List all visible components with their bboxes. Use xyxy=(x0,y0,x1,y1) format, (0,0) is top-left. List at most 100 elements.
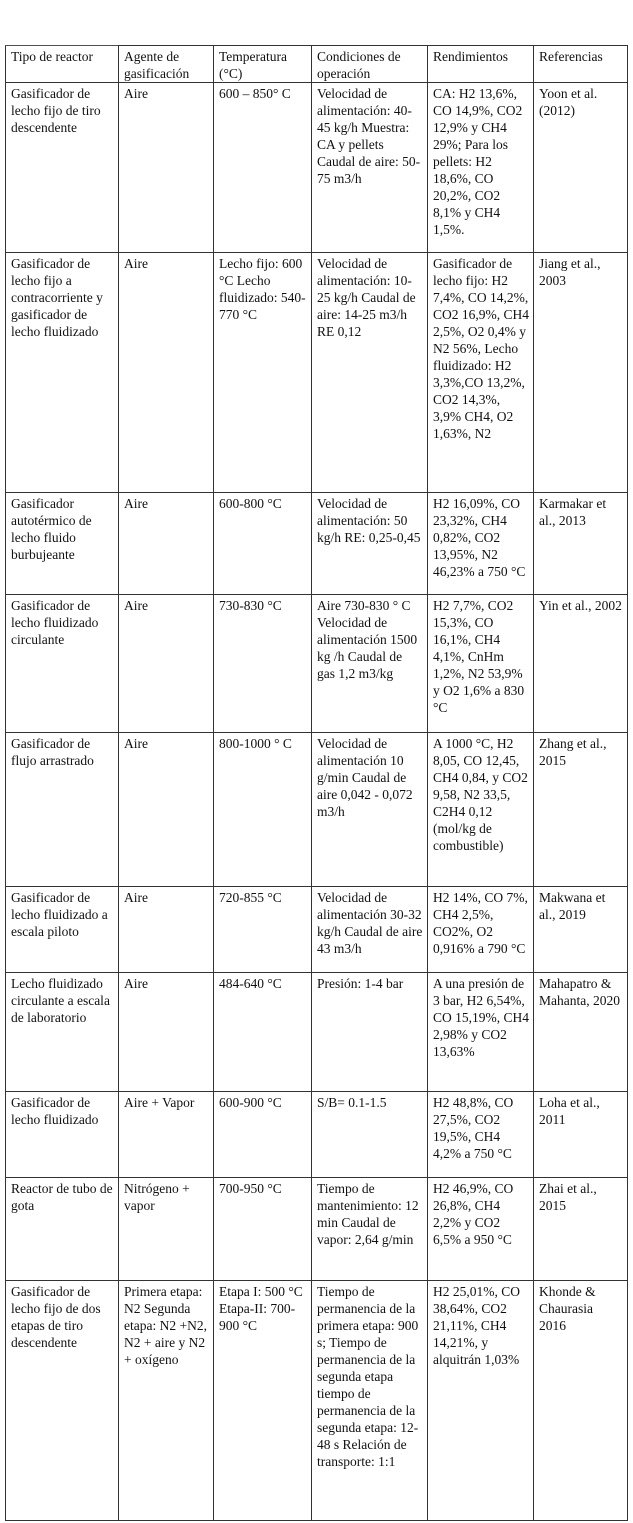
table-row: Lecho fluidizado circulante a escala de … xyxy=(5,972,628,1092)
cell-text: Zhang et al., 2015 xyxy=(539,736,607,768)
cell-text: Gasificador de flujo arrastrado xyxy=(11,736,94,768)
cell-text: 720-855 °C xyxy=(219,890,282,905)
cell-text: Aire + Vapor xyxy=(124,1095,195,1110)
table-cell: Lecho fijo: 600 °C Lecho fluidizado: 540… xyxy=(213,252,312,493)
table-cell: Aire xyxy=(118,252,214,493)
cell-text: A una presión de 3 bar, H2 6,54%, CO 15,… xyxy=(433,976,530,1059)
cell-text: Aire xyxy=(124,86,148,101)
cell-text: Khonde & Chaurasia 2016 xyxy=(539,1284,596,1333)
cell-text: 800-1000 ° C xyxy=(219,736,292,751)
table-row: Gasificador de lecho fijo de tiro descen… xyxy=(5,82,628,253)
cell-text: Gasificador de lecho fijo de tiro descen… xyxy=(11,86,101,135)
table-cell: H2 16,09%, CO 23,32%, CH4 0,82%, CO2 13,… xyxy=(427,492,534,595)
table-row: Gasificador de lecho fijo de dos etapas … xyxy=(5,1280,628,1521)
cell-text: H2 14%, CO 7%, CH4 2,5%, CO2%, O2 0,916%… xyxy=(433,890,528,956)
cell-text: H2 7,7%, CO2 15,3%, CO 16,1%, CH4 4,1%, … xyxy=(433,598,525,715)
table-cell: Aire xyxy=(118,82,214,253)
header-cell: Temperatura (°C) xyxy=(213,45,312,83)
table-cell: S/B= 0.1-1.5 xyxy=(311,1091,428,1178)
cell-text: Velocidad de alimentación: 40-45 kg/h Mu… xyxy=(317,86,421,186)
cell-text: Jiang et al., 2003 xyxy=(539,256,601,288)
cell-text: Yoon et al. (2012) xyxy=(539,86,598,118)
table-cell: Makwana et al., 2019 xyxy=(533,886,628,973)
table-cell: 800-1000 ° C xyxy=(213,732,312,887)
table-cell: Jiang et al., 2003 xyxy=(533,252,628,493)
cell-text: 600-800 °C xyxy=(219,496,282,511)
header-row: Tipo de reactor Agente de gasificación Tem… xyxy=(5,45,628,83)
table-cell: 484-640 °C xyxy=(213,972,312,1092)
cell-text: H2 16,09%, CO 23,32%, CH4 0,82%, CO2 13,… xyxy=(433,496,526,579)
cell-text: H2 46,9%, CO 26,8%, CH4 2,2% y CO2 6,5% … xyxy=(433,1181,514,1247)
table-cell: Reactor de tubo de gota xyxy=(5,1177,119,1281)
table-cell: Gasificador de lecho fijo de tiro descen… xyxy=(5,82,119,253)
table-cell: Zhai et al., 2015 xyxy=(533,1177,628,1281)
gasifier-table: Tipo de reactor Agente de gasificación Tem… xyxy=(5,45,628,1521)
table-cell: H2 46,9%, CO 26,8%, CH4 2,2% y CO2 6,5% … xyxy=(427,1177,534,1281)
table-cell: Velocidad de alimentación 30-32 kg/h Cau… xyxy=(311,886,428,973)
table-cell: H2 7,7%, CO2 15,3%, CO 16,1%, CH4 4,1%, … xyxy=(427,594,534,733)
table-cell: Aire xyxy=(118,492,214,595)
cell-text: Lecho fijo: 600 °C Lecho fluidizado: 540… xyxy=(219,256,306,322)
cell-text: Aire xyxy=(124,496,148,511)
cell-text: Velocidad de alimentación: 50 kg/h RE: 0… xyxy=(317,496,421,545)
table-cell: 720-855 °C xyxy=(213,886,312,973)
cell-text: Lecho fluidizado circulante a escala de … xyxy=(11,976,110,1025)
cell-text: Tiempo de permanencia de la primera etap… xyxy=(317,1284,419,1469)
cell-text: Etapa I: 500 °C Etapa-II: 700-900 °C xyxy=(219,1284,303,1333)
cell-text: Gasificador de lecho fluidizado circulan… xyxy=(11,598,99,647)
table-cell: H2 25,01%, CO 38,64%, CO2 21,11%, CH4 14… xyxy=(427,1280,534,1521)
table-row: Gasificador de lecho fijo a contracorrie… xyxy=(5,252,628,493)
cell-text: Tipo de reactor xyxy=(11,49,93,64)
table-row: Gasificador de lecho fluidizado Aire + Va… xyxy=(5,1091,628,1178)
table-cell: Primera etapa: N2 Segunda etapa: N2 +N2,… xyxy=(118,1280,214,1521)
table-cell: 600-900 °C xyxy=(213,1091,312,1178)
cell-text: Presión: 1-4 bar xyxy=(317,976,404,991)
cell-text: Temperatura (°C) xyxy=(219,49,288,81)
table-cell: Presión: 1-4 bar xyxy=(311,972,428,1092)
cell-text: Aire xyxy=(124,976,148,991)
table-cell: Aire xyxy=(118,886,214,973)
header-cell: Rendimientos xyxy=(427,45,534,83)
table-cell: Gasificador de lecho fluidizado xyxy=(5,1091,119,1178)
cell-text: Reactor de tubo de gota xyxy=(11,1181,113,1213)
table-cell: Velocidad de alimentación: 40-45 kg/h Mu… xyxy=(311,82,428,253)
table-cell: Yoon et al. (2012) xyxy=(533,82,628,253)
cell-text: Gasificador de lecho fluidizado xyxy=(11,1095,99,1127)
header-cell: Referencias xyxy=(533,45,628,83)
table-cell: Lecho fluidizado circulante a escala de … xyxy=(5,972,119,1092)
cell-text: Gasificador de lecho fijo de dos etapas … xyxy=(11,1284,101,1350)
cell-text: A 1000 °C, H2 8,05, CO 12,45, CH4 0,84, … xyxy=(433,736,528,853)
table-cell: Velocidad de alimentación 10 g/min Cauda… xyxy=(311,732,428,887)
cell-text: Aire xyxy=(124,256,148,271)
table-cell: Gasificador de lecho fluidizado a escala… xyxy=(5,886,119,973)
table-row: Gasificador autotérmico de lecho fluido … xyxy=(5,492,628,595)
table-row: Reactor de tubo de gota Nitrógeno + vapor… xyxy=(5,1177,628,1281)
cell-text: S/B= 0.1-1.5 xyxy=(317,1095,387,1110)
table-cell: Tiempo de permanencia de la primera etap… xyxy=(311,1280,428,1521)
cell-text: CA: H2 13,6%, CO 14,9%, CO2 12,9% y CH4 … xyxy=(433,86,523,237)
cell-text: Velocidad de alimentación 30-32 kg/h Cau… xyxy=(317,890,423,956)
cell-text: Aire xyxy=(124,598,148,613)
cell-text: Zhai et al., 2015 xyxy=(539,1181,597,1213)
table-cell: Gasificador de lecho fijo de dos etapas … xyxy=(5,1280,119,1521)
cell-text: Makwana et al., 2019 xyxy=(539,890,606,922)
table-cell: Aire xyxy=(118,732,214,887)
cell-text: Aire xyxy=(124,736,148,751)
table-cell: Gasificador de lecho fijo a contracorrie… xyxy=(5,252,119,493)
cell-text: Aire xyxy=(124,890,148,905)
cell-text: 600-900 °C xyxy=(219,1095,282,1110)
cell-text: Condiciones de operación xyxy=(317,49,401,81)
table-cell: A 1000 °C, H2 8,05, CO 12,45, CH4 0,84, … xyxy=(427,732,534,887)
cell-text: Gasificador de lecho fluidizado a escala… xyxy=(11,890,108,939)
table-cell: Gasificador de lecho fluidizado circulan… xyxy=(5,594,119,733)
table-cell: Tiempo de mantenimiento: 12 min Caudal d… xyxy=(311,1177,428,1281)
table-row: Gasificador de lecho fluidizado a escala… xyxy=(5,886,628,973)
table-cell: 730-830 °C xyxy=(213,594,312,733)
cell-text: 730-830 °C xyxy=(219,598,282,613)
table-cell: Gasificador autotérmico de lecho fluido … xyxy=(5,492,119,595)
header-cell: Agente de gasificación xyxy=(118,45,214,83)
table-cell: Khonde & Chaurasia 2016 xyxy=(533,1280,628,1521)
cell-text: Gasificador de lecho fijo a contracorrie… xyxy=(11,256,103,339)
cell-text: 600 – 850° C xyxy=(219,86,291,101)
cell-text: Velocidad de alimentación: 10-25 kg/h Ca… xyxy=(317,256,416,339)
